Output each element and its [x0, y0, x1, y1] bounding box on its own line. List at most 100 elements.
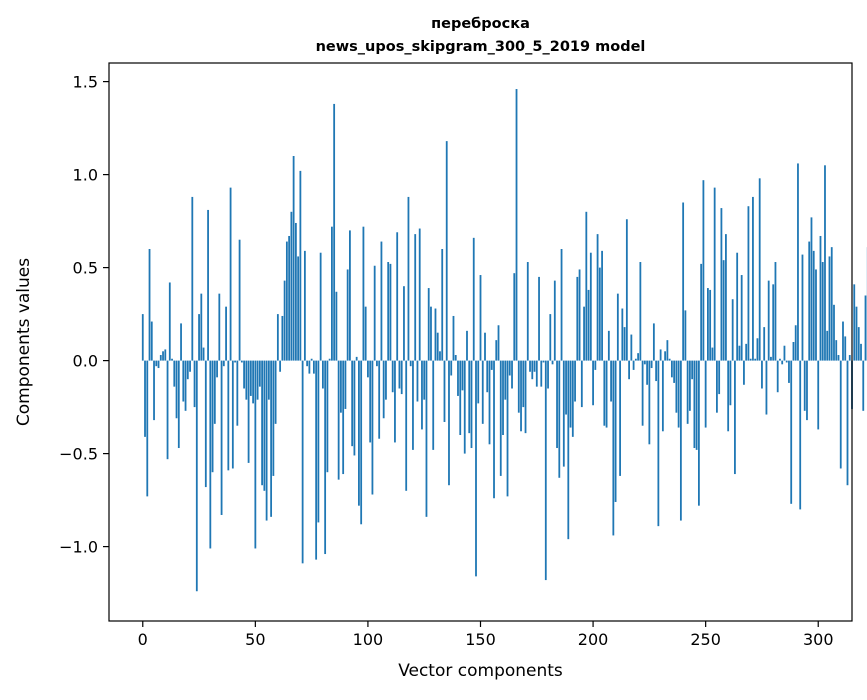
- bar: [522, 361, 524, 408]
- bar: [662, 361, 664, 432]
- bar: [703, 180, 705, 360]
- bar: [221, 361, 223, 515]
- bar: [570, 361, 572, 428]
- bar: [149, 249, 151, 361]
- bar: [345, 361, 347, 409]
- bar: [241, 361, 243, 363]
- bars-group: [142, 89, 867, 591]
- bar: [648, 361, 650, 445]
- bar: [459, 361, 461, 435]
- bar: [185, 361, 187, 411]
- bar: [666, 340, 668, 360]
- bar: [162, 351, 164, 360]
- bar: [646, 361, 648, 385]
- bar: [788, 361, 790, 383]
- bar: [793, 342, 795, 361]
- bar: [248, 361, 250, 463]
- chart-title-line-1: переброска: [431, 16, 530, 32]
- bar: [464, 361, 466, 454]
- y-tick-label: −0.5: [59, 445, 98, 464]
- bar: [838, 355, 840, 361]
- bar: [700, 264, 702, 361]
- bar: [669, 359, 671, 361]
- x-tick-label: 0: [138, 630, 148, 649]
- bar: [590, 253, 592, 361]
- bar: [178, 361, 180, 448]
- bar: [761, 361, 763, 389]
- bar: [437, 333, 439, 361]
- bar: [502, 361, 504, 435]
- bar: [777, 361, 779, 393]
- bar: [198, 314, 200, 361]
- bar: [176, 361, 178, 419]
- bar: [268, 361, 270, 400]
- bar: [775, 262, 777, 361]
- bar: [212, 361, 214, 473]
- bar: [561, 249, 563, 361]
- bar: [585, 212, 587, 361]
- bar: [675, 361, 677, 413]
- bar: [468, 361, 470, 434]
- bar: [642, 361, 644, 426]
- bar: [484, 333, 486, 361]
- bar: [808, 242, 810, 361]
- bar: [556, 361, 558, 448]
- bar: [232, 361, 234, 469]
- bar: [327, 361, 329, 473]
- bar: [376, 361, 378, 367]
- bar: [218, 294, 220, 361]
- bar: [412, 361, 414, 450]
- bar: [772, 284, 774, 360]
- bar: [191, 197, 193, 361]
- bar: [655, 361, 657, 381]
- bar: [615, 361, 617, 502]
- bar: [250, 361, 252, 396]
- bar: [486, 361, 488, 393]
- bar: [842, 322, 844, 361]
- y-tick-label: 1.0: [73, 166, 98, 185]
- y-axis-label: Components values: [14, 258, 34, 426]
- bar: [419, 229, 421, 361]
- bar: [324, 361, 326, 554]
- bar: [329, 359, 331, 361]
- bar: [630, 335, 632, 361]
- bar: [272, 361, 274, 476]
- bar: [698, 361, 700, 506]
- bar: [540, 361, 542, 387]
- bar: [608, 331, 610, 361]
- bar: [194, 361, 196, 408]
- bar: [617, 294, 619, 361]
- bar: [245, 361, 247, 400]
- bar: [378, 361, 380, 439]
- x-axis-label: Vector components: [398, 661, 563, 681]
- bar: [435, 309, 437, 361]
- x-tick-label: 150: [465, 630, 496, 649]
- bar: [441, 249, 443, 361]
- bar: [396, 232, 398, 360]
- bar: [203, 348, 205, 361]
- bar: [214, 361, 216, 424]
- bar: [768, 281, 770, 361]
- bar: [606, 361, 608, 428]
- bar: [725, 234, 727, 360]
- bar: [610, 361, 612, 402]
- bar: [200, 294, 202, 361]
- bar: [448, 361, 450, 486]
- bar: [689, 361, 691, 411]
- bar: [299, 171, 301, 361]
- bar: [547, 361, 549, 389]
- bar: [723, 260, 725, 360]
- bar: [270, 361, 272, 517]
- bar: [462, 361, 464, 391]
- bar: [516, 89, 518, 361]
- bar: [567, 361, 569, 540]
- x-tick-label: 200: [578, 630, 609, 649]
- bar: [387, 262, 389, 361]
- bar: [840, 361, 842, 469]
- bar: [439, 351, 441, 360]
- bar: [338, 361, 340, 480]
- bar: [766, 361, 768, 415]
- bar: [651, 361, 653, 368]
